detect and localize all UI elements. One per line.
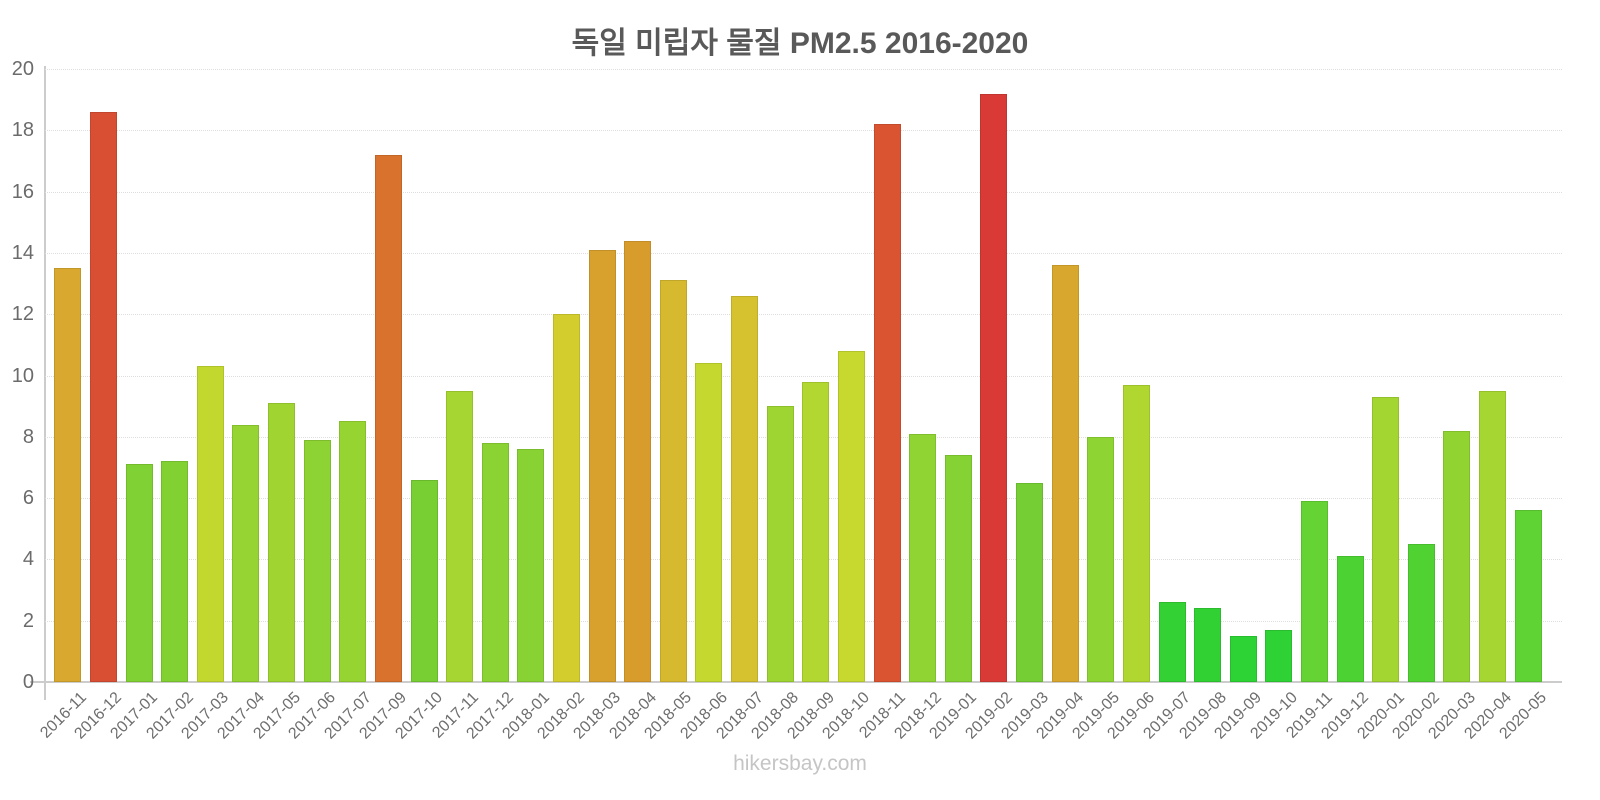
bar-2020-04[interactable] (1479, 390, 1507, 682)
y-axis-line (44, 66, 46, 700)
watermark-footer: hikersbay.com (733, 752, 867, 775)
y-tick-label-12: 12 (11, 303, 34, 326)
bar-2019-10[interactable] (1265, 629, 1293, 682)
bar-2017-01[interactable] (125, 464, 153, 682)
bar-2017-11[interactable] (446, 390, 474, 682)
bar-2018-04[interactable] (624, 240, 652, 682)
bar-2017-07[interactable] (339, 421, 367, 682)
bar-2019-07[interactable] (1158, 602, 1186, 682)
gridline-y-20 (45, 69, 1562, 70)
bar-2018-02[interactable] (552, 314, 580, 682)
y-tick-label-0: 0 (22, 671, 34, 693)
y-tick-label-14: 14 (11, 241, 34, 264)
bar-2019-12[interactable] (1336, 556, 1364, 682)
bar-2017-10[interactable] (410, 479, 438, 682)
bar-2019-11[interactable] (1300, 501, 1328, 682)
bar-2019-06[interactable] (1122, 384, 1150, 682)
gridline-y-10 (45, 375, 1562, 377)
bar-2018-07[interactable] (731, 295, 759, 682)
gridline-y-14 (45, 252, 1562, 254)
y-tick-label-4: 4 (22, 548, 34, 571)
bar-2019-03[interactable] (1016, 482, 1044, 682)
y-tick-label-8: 8 (22, 425, 34, 448)
bar-2017-09[interactable] (374, 154, 402, 682)
bar-2018-12[interactable] (909, 433, 937, 682)
bar-2018-06[interactable] (695, 363, 723, 682)
bar-2018-10[interactable] (837, 350, 865, 682)
bar-2019-05[interactable] (1087, 436, 1115, 682)
bar-2017-04[interactable] (232, 424, 260, 682)
bar-2017-05[interactable] (268, 403, 296, 682)
bar-2017-03[interactable] (196, 366, 224, 682)
gridline-y-12 (45, 314, 1562, 316)
bar-2020-05[interactable] (1514, 510, 1542, 682)
bar-2018-05[interactable] (659, 280, 687, 682)
bar-2018-11[interactable] (873, 124, 901, 682)
gridline-y-18 (45, 130, 1562, 132)
bar-2016-12[interactable] (89, 111, 117, 682)
bar-2020-02[interactable] (1407, 544, 1435, 682)
y-tick-label-2: 2 (22, 609, 34, 632)
y-tick-label-6: 6 (22, 487, 34, 510)
bar-2018-08[interactable] (766, 406, 794, 682)
bar-2020-01[interactable] (1372, 396, 1400, 682)
bar-2017-12[interactable] (481, 442, 509, 682)
bar-2019-01[interactable] (944, 455, 972, 682)
y-tick-label-18: 18 (11, 119, 34, 142)
bar-2016-11[interactable] (54, 268, 82, 682)
y-tick-label-20: 20 (11, 58, 34, 80)
bar-2020-03[interactable] (1443, 430, 1471, 682)
bar-2019-04[interactable] (1051, 265, 1079, 682)
bar-2018-01[interactable] (517, 449, 545, 682)
bar-2017-06[interactable] (303, 439, 331, 682)
chart-title: 독일 미립자 물질 PM2.5 2016-2020 (571, 27, 1029, 60)
bar-2017-02[interactable] (161, 461, 189, 682)
x-axis-line (30, 681, 1562, 683)
bar-2018-09[interactable] (802, 381, 830, 682)
gridline-y-16 (45, 191, 1562, 193)
y-tick-label-16: 16 (11, 180, 34, 203)
bar-2018-03[interactable] (588, 249, 616, 682)
bar-2019-02[interactable] (980, 93, 1008, 682)
y-tick-label-10: 10 (11, 364, 34, 387)
bar-2019-09[interactable] (1229, 636, 1257, 682)
bar-2019-08[interactable] (1194, 608, 1222, 682)
